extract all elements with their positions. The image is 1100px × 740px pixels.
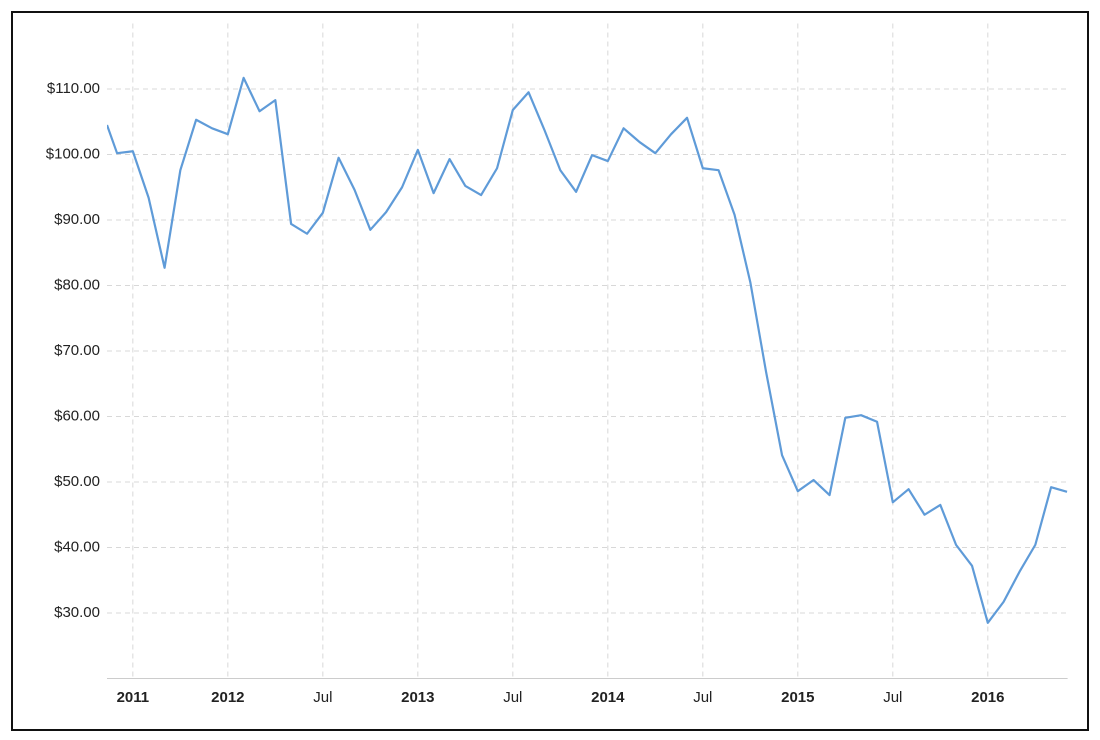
chart-frame bbox=[11, 11, 1089, 731]
y-tick-label: $60.00 bbox=[54, 407, 100, 424]
x-tick-label: 2013 bbox=[401, 689, 434, 706]
x-tick-label: 2011 bbox=[117, 689, 150, 706]
x-tick-label: Jul bbox=[503, 689, 522, 706]
x-tick-label: Jul bbox=[693, 689, 712, 706]
y-tick-label: $80.00 bbox=[54, 276, 100, 293]
y-tick-label: $110.00 bbox=[47, 80, 100, 97]
plot-area bbox=[107, 76, 1068, 624]
x-tick-label: Jul bbox=[313, 689, 332, 706]
y-tick-label: $90.00 bbox=[54, 211, 100, 228]
y-tick-label: $70.00 bbox=[54, 342, 100, 359]
y-tick-label: $50.00 bbox=[54, 473, 100, 490]
x-tick-label: Jul bbox=[883, 689, 902, 706]
y-tick-label: $40.00 bbox=[54, 538, 100, 555]
x-tick-label: 2012 bbox=[211, 689, 244, 706]
y-tick-label: $30.00 bbox=[54, 604, 100, 621]
x-tick-label: 2014 bbox=[591, 689, 625, 706]
x-tick-label: 2015 bbox=[781, 689, 814, 706]
x-tick-label: 2016 bbox=[971, 689, 1004, 706]
y-tick-label: $100.00 bbox=[46, 145, 100, 162]
data-line bbox=[107, 76, 1068, 624]
